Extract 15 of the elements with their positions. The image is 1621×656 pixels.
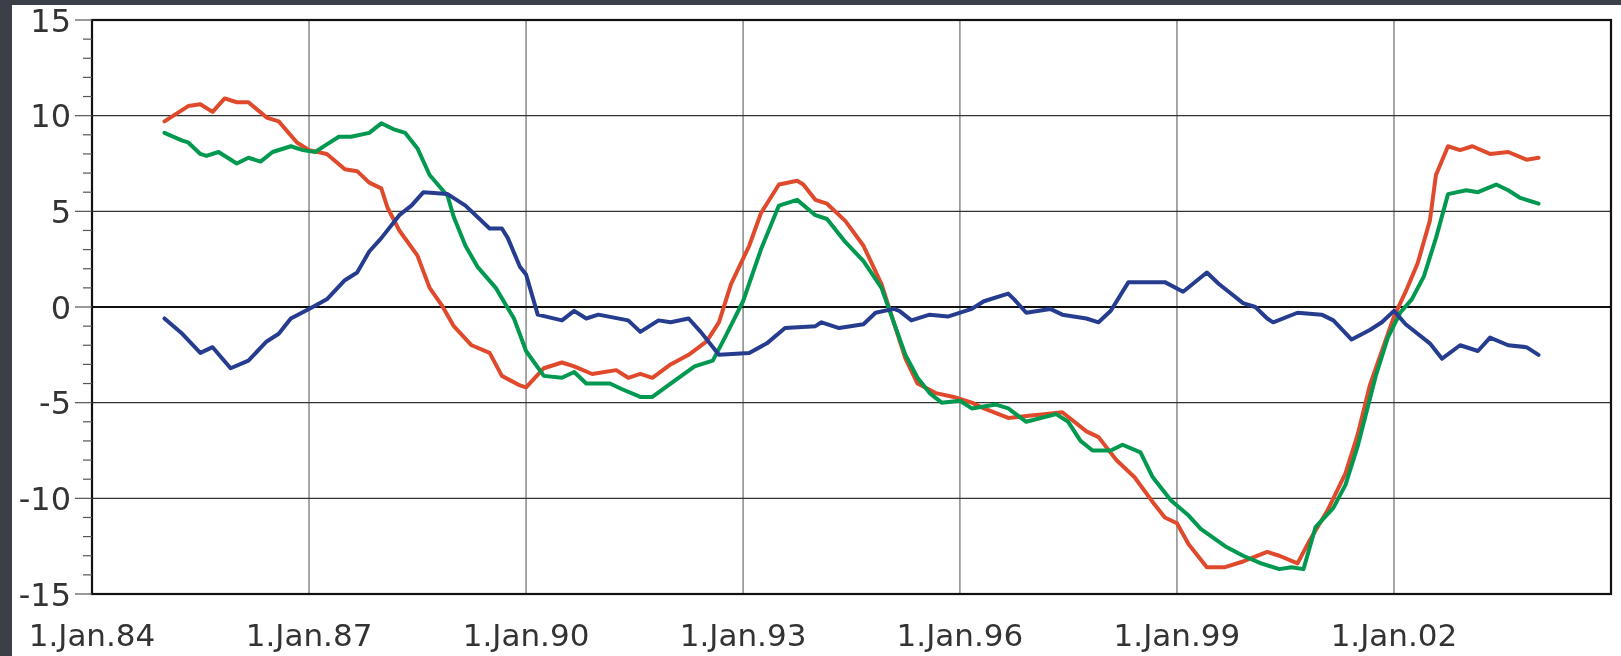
x-tick-label: 1.Jan.93 [679, 617, 807, 653]
x-tick-label: 1.Jan.96 [896, 617, 1024, 653]
y-tick-label: 10 [30, 97, 71, 136]
x-tick-label: 1.Jan.84 [28, 617, 156, 653]
line-series [162, 190, 1541, 371]
y-tick-label: 15 [30, 1, 71, 40]
y-tick-label: -10 [18, 479, 71, 518]
y-tick-label: -5 [39, 384, 71, 423]
x-tick-label: 1.Jan.87 [245, 617, 373, 653]
y-tick-label: 5 [50, 192, 71, 231]
x-tick-label: 1.Jan.99 [1113, 617, 1241, 653]
y-tick-label: -15 [18, 575, 71, 614]
y-tick-label: 0 [50, 288, 71, 327]
x-tick-label: 1.Jan.02 [1330, 617, 1458, 653]
x-tick-label: 1.Jan.90 [462, 617, 590, 653]
